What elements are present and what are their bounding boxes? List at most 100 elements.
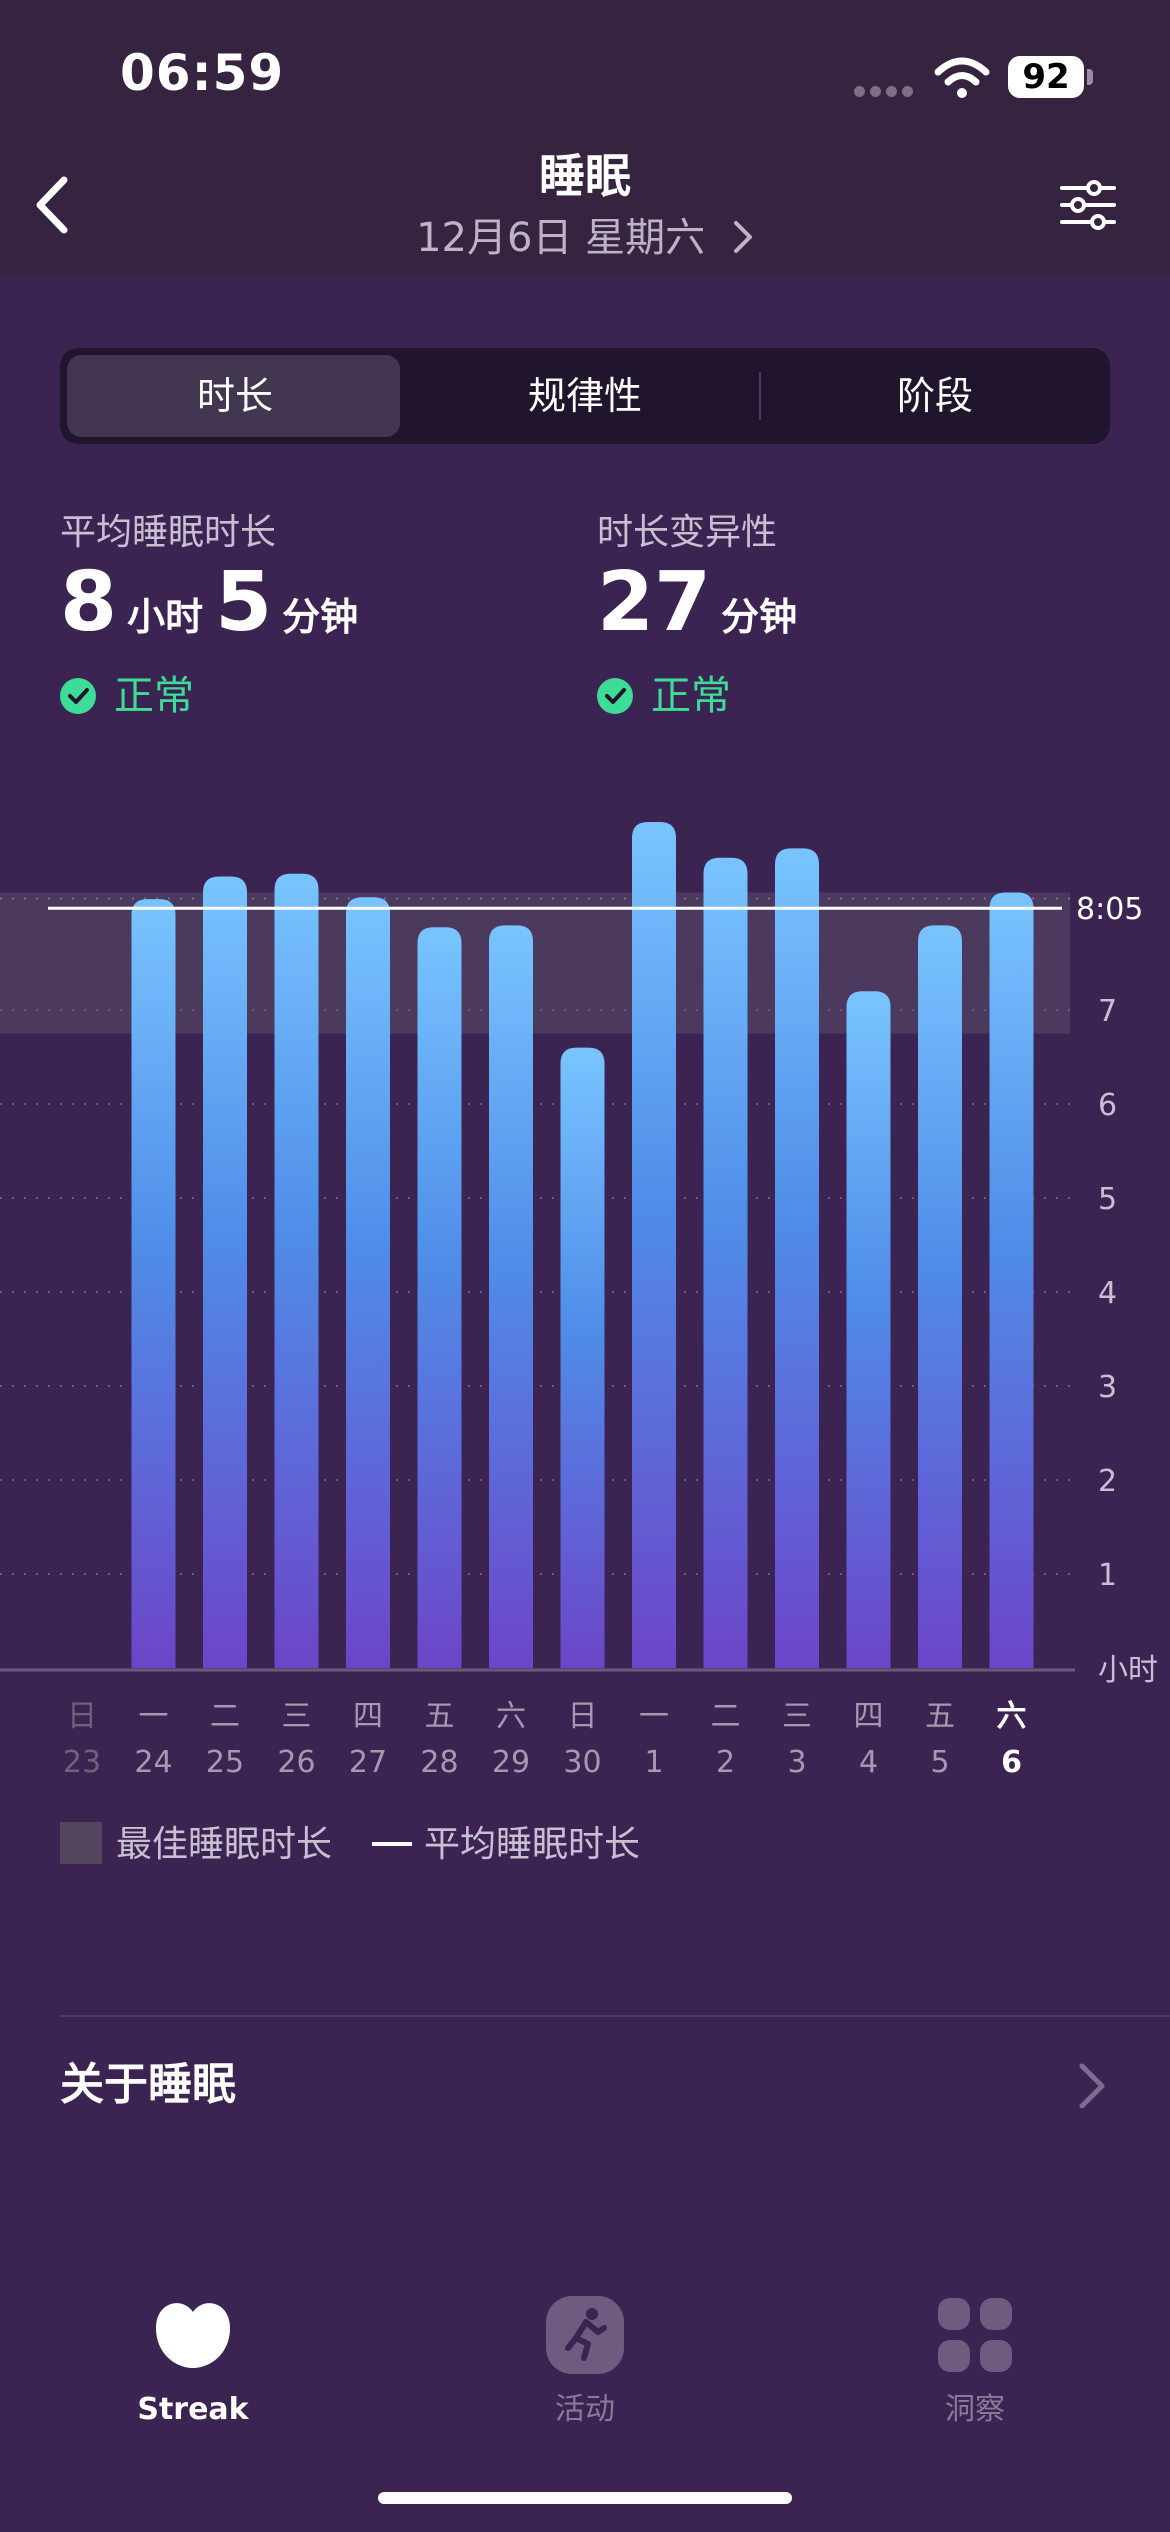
variability-unit: 分钟 <box>721 595 798 639</box>
x-weekday-label: 五 <box>925 1699 955 1734</box>
x-weekday-label: 二 <box>210 1699 240 1734</box>
x-weekday-label: 三 <box>782 1699 812 1734</box>
y-tick-label: 4 <box>1098 1276 1117 1311</box>
tab-insights[interactable]: 洞察 <box>855 2290 1095 2430</box>
avg-duration-value: 8 小时 5 分钟 <box>60 553 370 667</box>
y-tick-label: 1 <box>1098 1558 1117 1593</box>
segment-divider <box>759 372 761 420</box>
x-day-label: 27 <box>349 1745 387 1780</box>
tab-duration[interactable]: 时长 <box>196 374 273 418</box>
avg-status-text: 正常 <box>114 673 194 719</box>
chevron-right-icon[interactable] <box>1072 2058 1112 2114</box>
x-weekday-label: 一 <box>639 1699 669 1734</box>
battery-tip <box>1087 69 1093 85</box>
date-selector[interactable]: 12月6日 星期六 <box>0 205 1170 263</box>
x-day-label: 25 <box>206 1745 244 1780</box>
chevron-right-icon <box>733 221 752 253</box>
signal-icon <box>854 86 914 98</box>
variability-status-text: 正常 <box>651 673 731 719</box>
chart-bar <box>775 848 819 1668</box>
x-weekday-label: 二 <box>711 1699 741 1734</box>
x-weekday-label: 四 <box>353 1699 383 1734</box>
x-weekday-label: 三 <box>282 1699 312 1734</box>
check-circle-icon <box>60 678 96 714</box>
sleep-duration-chart: 1234567小时8:05日23一24二25三26四27五28六29日30一1二… <box>0 822 1158 1780</box>
tab-insights-label: 洞察 <box>945 2392 1005 2427</box>
segment-active-indicator <box>67 355 400 437</box>
optimal-sleep-band <box>0 892 1070 1034</box>
insights-icon <box>930 2290 1020 2380</box>
chart-bar <box>274 873 319 1668</box>
x-day-label: 6 <box>1001 1745 1022 1780</box>
chart-bar <box>203 876 247 1668</box>
legend-line-label: 平均睡眠时长 <box>424 1824 641 1865</box>
check-circle-icon <box>597 678 633 714</box>
tab-activity[interactable]: 活动 <box>465 2290 705 2430</box>
section-divider <box>60 2015 1170 2017</box>
tab-regularity[interactable]: 规律性 <box>527 374 642 418</box>
chart-bar <box>632 822 676 1668</box>
x-day-label: 26 <box>277 1745 315 1780</box>
avg-minutes: 5 <box>215 555 273 650</box>
x-weekday-label: 六 <box>496 1699 526 1734</box>
x-weekday-label: 日 <box>67 1699 97 1734</box>
tab-streak[interactable]: Streak <box>73 2290 313 2430</box>
chart-bar <box>489 925 533 1668</box>
tab-stages[interactable]: 阶段 <box>896 374 973 418</box>
y-unit-label: 小时 <box>1098 1653 1158 1688</box>
variability-minutes: 27 <box>597 555 712 650</box>
chart-bar <box>417 927 462 1668</box>
legend-band-swatch <box>60 1822 102 1864</box>
x-weekday-label: 一 <box>139 1699 169 1734</box>
variability-value: 27 分钟 <box>597 553 809 667</box>
streak-icon <box>148 2290 238 2380</box>
chart-bar <box>131 899 176 1668</box>
x-day-label: 30 <box>563 1745 601 1780</box>
status-bar: 06:59 92 <box>0 0 1170 150</box>
x-weekday-label: 四 <box>854 1699 884 1734</box>
about-sleep-link[interactable]: 关于睡眠 <box>60 2059 236 2110</box>
chart-bar <box>918 925 962 1668</box>
average-line-label: 8:05 <box>1076 892 1143 927</box>
chart-bar <box>846 991 891 1668</box>
avg-hours: 8 <box>60 555 118 650</box>
variability-status: 正常 <box>597 668 731 724</box>
avg-minutes-unit: 分钟 <box>282 595 359 639</box>
x-day-label: 1 <box>644 1745 663 1780</box>
date-label: 12月6日 星期六 <box>416 215 706 261</box>
chart-bar <box>560 1047 605 1668</box>
y-tick-label: 5 <box>1098 1182 1117 1217</box>
y-tick-label: 2 <box>1098 1464 1117 1499</box>
x-weekday-label: 六 <box>997 1699 1027 1734</box>
y-tick-label: 3 <box>1098 1370 1117 1405</box>
variability-label: 时长变异性 <box>597 512 778 553</box>
x-day-label: 28 <box>420 1745 458 1780</box>
filter-icon[interactable] <box>1058 180 1118 230</box>
battery-indicator: 92 <box>1008 56 1084 98</box>
x-weekday-label: 日 <box>568 1699 598 1734</box>
x-day-label: 2 <box>716 1745 735 1780</box>
activity-icon <box>540 2290 630 2380</box>
tab-activity-label: 活动 <box>555 2392 615 2427</box>
legend-band-label: 最佳睡眠时长 <box>116 1824 333 1865</box>
x-weekday-label: 五 <box>425 1699 455 1734</box>
chart-legend: 最佳睡眠时长 平均睡眠时长 <box>60 1822 640 1866</box>
avg-duration-label: 平均睡眠时长 <box>60 512 277 553</box>
view-segmented-control: 时长 规律性 阶段 <box>60 348 1110 444</box>
back-icon[interactable] <box>24 170 84 240</box>
legend-line-swatch <box>372 1842 413 1846</box>
x-day-label: 5 <box>930 1745 949 1780</box>
y-tick-label: 6 <box>1098 1088 1117 1123</box>
avg-hours-unit: 小时 <box>127 595 204 639</box>
tab-streak-label: Streak <box>137 2392 249 2427</box>
chart-bar <box>989 892 1034 1668</box>
status-time: 06:59 <box>120 44 285 102</box>
top-bar <box>0 0 1170 275</box>
x-day-label: 3 <box>787 1745 806 1780</box>
home-indicator <box>378 2492 792 2504</box>
avg-status: 正常 <box>60 668 194 724</box>
x-day-label: 23 <box>63 1745 101 1780</box>
chart-bar <box>346 897 390 1668</box>
y-tick-label: 7 <box>1098 994 1117 1029</box>
x-day-label: 29 <box>492 1745 530 1780</box>
